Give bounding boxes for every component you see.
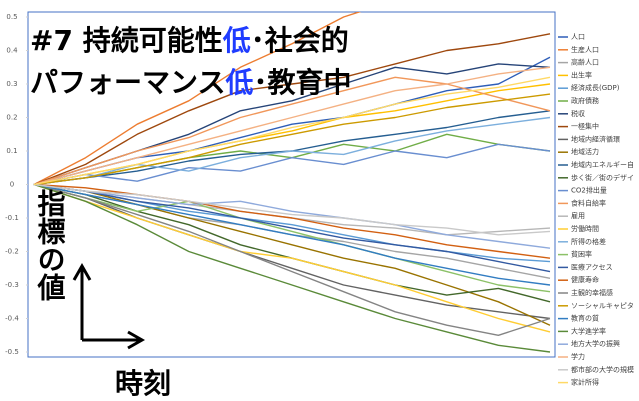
series-line <box>33 93 551 186</box>
x-axis-label: 時刻 <box>115 367 171 400</box>
series-line <box>33 183 551 293</box>
series-line <box>33 183 551 333</box>
legend-label: 都市部の大学の規模 <box>571 365 634 374</box>
y-tick-label: 0.1 <box>6 147 17 155</box>
legend-label: 政府債務 <box>571 96 599 105</box>
title-part: #7 持続可能性 <box>30 24 223 57</box>
series-line <box>33 183 551 353</box>
title-part: パフォーマンス <box>30 66 225 99</box>
title-line: パフォーマンス低･教育中 <box>30 66 351 99</box>
plot-frame <box>27 11 556 358</box>
series-line <box>33 183 551 273</box>
y-axis-label: 指標の値 <box>34 189 67 301</box>
legend-label: 地域内経済循環 <box>571 134 620 143</box>
legend-label: 教育の質 <box>571 314 599 323</box>
y-tick-label: 0.2 <box>6 114 17 122</box>
y-tick-label: -0.4 <box>5 315 19 323</box>
legend-label: 大学進学率 <box>571 326 606 335</box>
series-line <box>33 183 551 303</box>
legend-label: 健康寿命 <box>571 275 599 284</box>
y-tick-label: -0.2 <box>5 248 19 256</box>
legend-label: 経済成長(GDP) <box>571 83 620 92</box>
series-line <box>33 66 551 186</box>
series-line <box>33 33 551 186</box>
legend-label: 生産人口 <box>571 45 599 54</box>
series-line <box>33 183 551 236</box>
series-line <box>33 183 551 336</box>
legend-label: 地域活力 <box>571 147 599 156</box>
axis-arrows <box>72 262 146 350</box>
series-line <box>33 143 551 186</box>
y-tick-label: 0.3 <box>6 80 17 88</box>
legend-label: CO2排出量 <box>571 186 607 195</box>
legend-label: 学力 <box>571 352 585 361</box>
title-part: ･社会的 <box>251 24 349 57</box>
legend-label: 出生率 <box>571 70 592 79</box>
series-line <box>33 116 551 186</box>
legend-label: 地域内エネルギー自 <box>571 160 634 169</box>
y-tick-label: -0.3 <box>5 281 19 289</box>
legend-label: 高齢人口 <box>571 58 599 67</box>
overlay: #7 持続可能性低･社会的 パフォーマンス低･教育中 指標の値 時刻 <box>30 24 351 400</box>
lines <box>33 12 551 353</box>
y-tick-label: 0 <box>10 181 14 189</box>
series-line <box>33 183 551 326</box>
legend-label: 一極集中 <box>571 122 599 131</box>
legend-label: 家計所得 <box>571 378 599 387</box>
legend-label: 雇用 <box>571 211 585 220</box>
series-line <box>33 183 551 286</box>
title-part: 低 <box>222 24 251 57</box>
legend-label: 税収 <box>571 109 585 118</box>
title-line: #7 持続可能性低･社会的 <box>30 24 349 57</box>
y-tick-label: -0.1 <box>5 214 19 222</box>
y-tick-label: 0.4 <box>6 47 18 55</box>
y-tick-label: 0.5 <box>6 13 17 21</box>
y-tick-label: -0.5 <box>5 348 19 356</box>
legend-label: 労働時間 <box>571 224 599 233</box>
series-line <box>33 183 551 259</box>
legend-label: 歩く街／街のデザイ <box>571 173 634 182</box>
series-line <box>33 183 551 249</box>
legend-label: 医療アクセス <box>571 262 613 271</box>
legend-label: 地方大学の振興 <box>571 339 620 348</box>
legend-label: 貧困率 <box>571 250 592 259</box>
legend-label: 所得の格差 <box>571 237 606 246</box>
series-line <box>33 12 362 186</box>
series-line <box>33 76 551 186</box>
legend-label: 人口 <box>571 33 585 41</box>
title-part: 低 <box>224 66 253 99</box>
title-part: ･教育中 <box>253 66 351 99</box>
legend-label: 主観的幸福感 <box>571 288 613 297</box>
series-line <box>33 76 551 186</box>
legend-label: 食料自給率 <box>571 198 606 207</box>
legend-label: ソーシャルキャピタ <box>571 301 634 310</box>
